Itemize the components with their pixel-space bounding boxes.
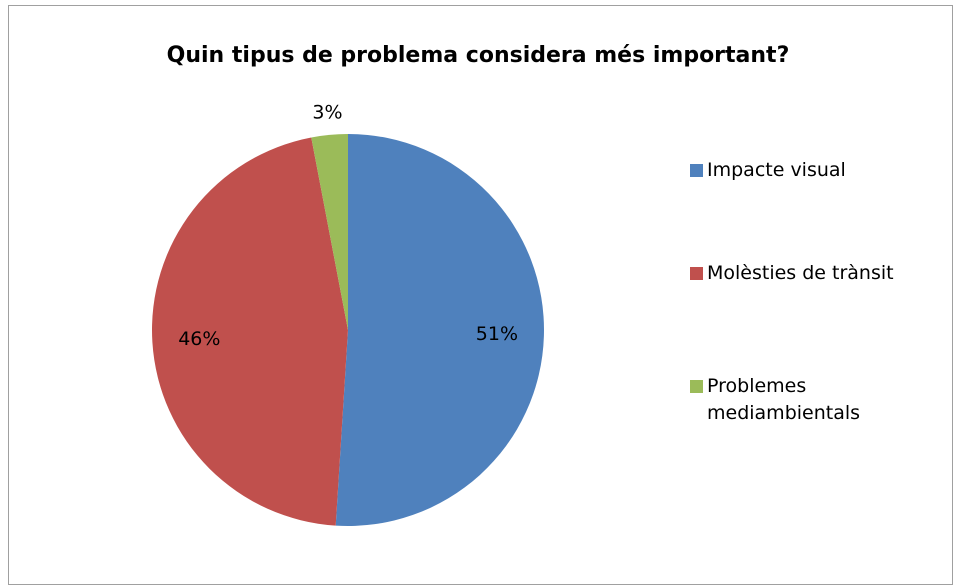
data-label: 46%	[178, 328, 220, 350]
legend-label: Molèsties de trànsit	[707, 262, 894, 284]
data-label: 3%	[312, 101, 342, 123]
chart-title: Quin tipus de problema considera més imp…	[167, 43, 790, 68]
legend-label: Impacte visual	[707, 159, 846, 181]
legend-entry: Molèsties de trànsit	[690, 260, 930, 287]
pie-slice	[335, 134, 545, 526]
legend-swatch	[690, 380, 703, 393]
legend-entry: Problemes mediambientals	[690, 373, 880, 427]
legend-label: Problemes mediambientals	[707, 375, 861, 424]
legend-swatch	[690, 164, 703, 177]
legend-swatch	[690, 267, 703, 280]
pie-slice	[311, 134, 348, 330]
legend-entry: Impacte visual	[690, 157, 930, 184]
data-label: 51%	[476, 323, 518, 345]
pie-slice	[152, 137, 348, 526]
